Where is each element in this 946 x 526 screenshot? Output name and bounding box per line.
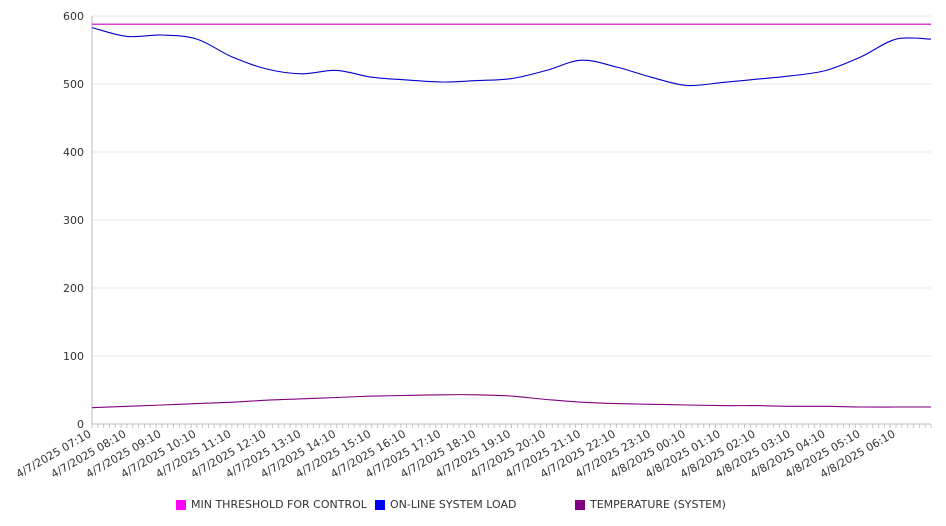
legend-swatch-temperature	[575, 499, 585, 510]
series-line-on-line-system-load	[91, 27, 932, 87]
axes	[91, 16, 932, 428]
y-tick-label-400: 400	[63, 146, 84, 159]
x-tick-labels: 4/7/2025 07:104/7/2025 08:104/7/2025 09:…	[14, 427, 898, 481]
y-tick-label-500: 500	[63, 78, 84, 91]
legend-swatch-system-load	[375, 499, 385, 510]
series-line-temperature-system	[91, 394, 931, 409]
legend-swatch-min-threshold	[176, 499, 186, 510]
y-tick-label-600: 600	[63, 10, 84, 23]
legend-label-min-threshold: MIN THRESHOLD FOR CONTROL	[191, 498, 367, 511]
y-tick-labels: 0 100 200 300 400 500 600	[63, 10, 84, 431]
legend-item-min-threshold: MIN THRESHOLD FOR CONTROL	[176, 498, 367, 511]
y-tick-label-100: 100	[63, 350, 84, 363]
y-tick-label-200: 200	[63, 282, 84, 295]
y-tick-label-0: 0	[77, 418, 84, 431]
gridlines	[92, 15, 931, 357]
legend-item-temperature: TEMPERATURE (SYSTEM)	[575, 498, 726, 511]
legend-label-temperature: TEMPERATURE (SYSTEM)	[590, 498, 726, 511]
legend: MIN THRESHOLD FOR CONTROL ON-LINE SYSTEM…	[0, 498, 946, 518]
y-tick-label-300: 300	[63, 214, 84, 227]
legend-item-system-load: ON-LINE SYSTEM LOAD	[375, 498, 516, 511]
legend-label-system-load: ON-LINE SYSTEM LOAD	[390, 498, 517, 511]
series-lines	[91, 23, 932, 409]
